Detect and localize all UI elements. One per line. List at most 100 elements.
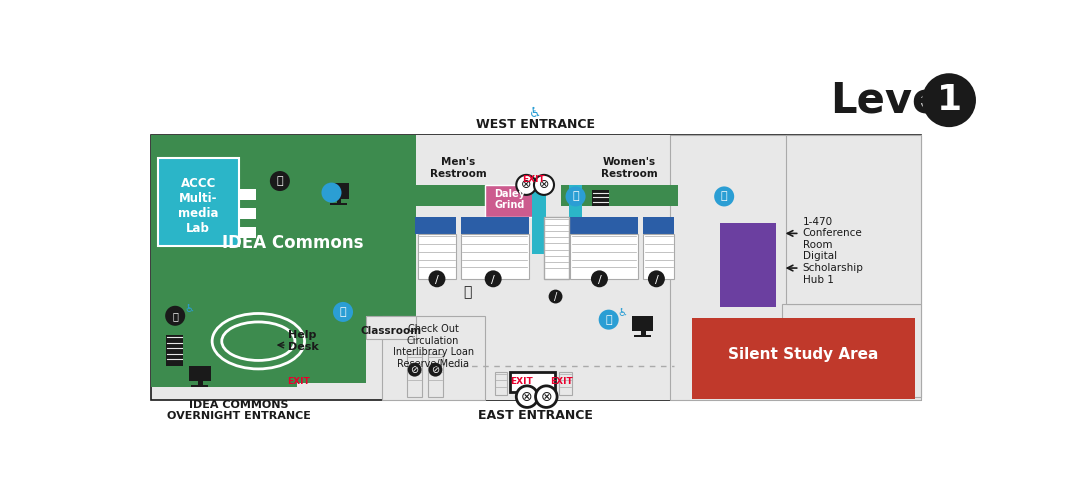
Text: ♿: ♿ <box>530 106 542 120</box>
FancyBboxPatch shape <box>304 316 366 383</box>
Text: EXIT: EXIT <box>510 377 533 386</box>
Text: IDEA COMMONS
OVERNIGHT ENTRANCE: IDEA COMMONS OVERNIGHT ENTRANCE <box>167 400 311 421</box>
Text: /: / <box>492 275 495 284</box>
FancyBboxPatch shape <box>239 208 256 219</box>
FancyBboxPatch shape <box>150 135 416 383</box>
FancyBboxPatch shape <box>158 158 239 246</box>
Circle shape <box>322 183 341 202</box>
Text: Level: Level <box>831 79 955 121</box>
Text: 🖨: 🖨 <box>720 191 727 201</box>
Text: Women's
Restroom: Women's Restroom <box>601 157 658 179</box>
Text: Daley
Grind: Daley Grind <box>494 189 525 210</box>
Circle shape <box>428 363 443 376</box>
FancyBboxPatch shape <box>417 234 457 279</box>
Text: EXIT: EXIT <box>287 377 310 386</box>
Text: /: / <box>554 292 557 302</box>
FancyBboxPatch shape <box>643 234 674 279</box>
Text: ⊗: ⊗ <box>538 178 549 191</box>
Text: Classroom: Classroom <box>360 326 422 336</box>
FancyBboxPatch shape <box>150 135 921 401</box>
Circle shape <box>591 270 608 287</box>
Text: Men's
Restroom: Men's Restroom <box>431 157 487 179</box>
FancyBboxPatch shape <box>570 217 638 234</box>
Circle shape <box>334 302 353 322</box>
Text: Help
Desk: Help Desk <box>289 330 319 352</box>
Circle shape <box>714 187 735 206</box>
FancyBboxPatch shape <box>414 217 417 234</box>
Circle shape <box>485 270 501 287</box>
FancyBboxPatch shape <box>416 135 670 185</box>
FancyBboxPatch shape <box>485 185 533 217</box>
Text: ACCC
Multi-
media
Lab: ACCC Multi- media Lab <box>178 177 218 235</box>
FancyBboxPatch shape <box>239 189 256 200</box>
FancyBboxPatch shape <box>786 135 921 304</box>
Text: /: / <box>597 275 602 284</box>
Text: Check Out
Circulation
Interlibrary Loan
Reserve/Media: Check Out Circulation Interlibrary Loan … <box>392 324 474 369</box>
FancyBboxPatch shape <box>510 372 555 392</box>
FancyBboxPatch shape <box>782 304 921 397</box>
FancyBboxPatch shape <box>670 135 921 401</box>
FancyBboxPatch shape <box>337 199 341 202</box>
FancyBboxPatch shape <box>416 185 670 401</box>
Text: 🖨: 🖨 <box>277 176 283 186</box>
Text: ♿: ♿ <box>618 307 628 317</box>
FancyBboxPatch shape <box>561 185 678 206</box>
FancyBboxPatch shape <box>382 316 485 401</box>
Circle shape <box>647 270 665 287</box>
FancyBboxPatch shape <box>634 335 651 337</box>
Text: WEST ENTRANCE: WEST ENTRANCE <box>476 118 595 131</box>
Circle shape <box>517 386 537 407</box>
Text: ⊗: ⊗ <box>521 178 532 191</box>
FancyBboxPatch shape <box>461 217 529 234</box>
Circle shape <box>535 386 557 407</box>
Text: /: / <box>435 275 439 284</box>
Text: ♿: ♿ <box>184 303 194 313</box>
FancyBboxPatch shape <box>461 234 529 279</box>
Circle shape <box>517 175 536 195</box>
Text: EXIT: EXIT <box>550 377 573 386</box>
Circle shape <box>598 309 619 330</box>
Text: /: / <box>654 275 658 284</box>
FancyBboxPatch shape <box>559 372 572 395</box>
Circle shape <box>428 270 446 287</box>
Text: 1-470
Conference
Room: 1-470 Conference Room <box>802 217 862 250</box>
FancyBboxPatch shape <box>632 316 653 331</box>
Text: EAST ENTRANCE: EAST ENTRANCE <box>479 409 593 422</box>
FancyBboxPatch shape <box>592 190 608 206</box>
Circle shape <box>408 363 422 376</box>
FancyBboxPatch shape <box>189 366 210 381</box>
FancyBboxPatch shape <box>643 217 674 234</box>
Text: 🔍: 🔍 <box>463 286 472 300</box>
FancyBboxPatch shape <box>328 183 349 199</box>
FancyBboxPatch shape <box>330 202 347 205</box>
FancyBboxPatch shape <box>407 354 422 397</box>
FancyBboxPatch shape <box>569 185 582 254</box>
Text: ⊗: ⊗ <box>521 389 533 403</box>
FancyBboxPatch shape <box>416 185 501 206</box>
Text: ⊘: ⊘ <box>411 365 419 375</box>
Circle shape <box>534 175 554 195</box>
Text: 🖨: 🖨 <box>572 191 579 201</box>
Circle shape <box>566 187 585 206</box>
FancyBboxPatch shape <box>544 217 569 279</box>
Text: ⊗: ⊗ <box>541 389 553 403</box>
FancyBboxPatch shape <box>150 377 296 387</box>
Circle shape <box>548 290 562 304</box>
Text: 🖨: 🖨 <box>605 315 611 325</box>
Circle shape <box>166 306 185 326</box>
FancyBboxPatch shape <box>198 381 203 385</box>
Text: 1: 1 <box>936 83 961 117</box>
FancyBboxPatch shape <box>304 316 416 383</box>
Text: 🖨: 🖨 <box>340 307 347 317</box>
FancyBboxPatch shape <box>166 335 183 366</box>
Circle shape <box>922 73 976 127</box>
Text: 🖨: 🖨 <box>172 311 178 321</box>
Text: Silent Study Area: Silent Study Area <box>728 347 879 362</box>
FancyBboxPatch shape <box>192 385 208 388</box>
FancyBboxPatch shape <box>417 217 457 234</box>
FancyBboxPatch shape <box>427 354 444 397</box>
FancyBboxPatch shape <box>366 316 416 339</box>
FancyBboxPatch shape <box>570 234 638 279</box>
Text: IDEA Commons: IDEA Commons <box>222 234 364 252</box>
FancyBboxPatch shape <box>641 331 645 335</box>
